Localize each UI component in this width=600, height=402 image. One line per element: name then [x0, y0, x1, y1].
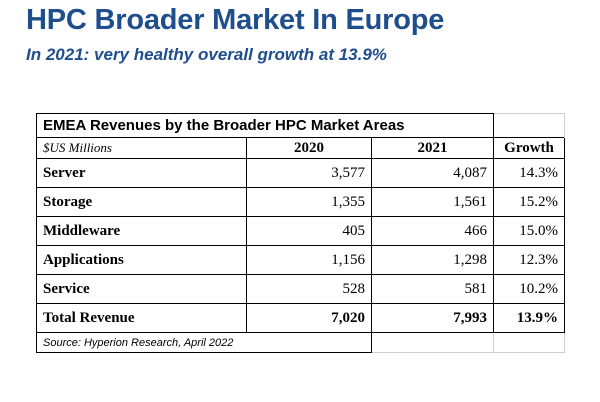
value-growth: 14.3% — [493, 158, 566, 188]
row-label: Applications — [36, 245, 247, 275]
table-row: Storage 1,355 1,561 15.2% — [36, 187, 566, 217]
value-2020: 1,156 — [246, 245, 372, 275]
slide-title: HPC Broader Market In Europe — [26, 4, 445, 36]
slide-subtitle: In 2021: very healthy overall growth at … — [26, 45, 387, 64]
header-2020: 2020 — [246, 137, 372, 159]
table-row: Applications 1,156 1,298 12.3% — [36, 245, 566, 275]
caption-empty-cell — [493, 113, 566, 138]
total-label: Total Revenue — [36, 303, 247, 333]
table-row: Server 3,577 4,087 14.3% — [36, 158, 566, 188]
row-label: Service — [36, 274, 247, 304]
value-2021: 1,561 — [370, 187, 495, 217]
table-caption: EMEA Revenues by the Broader HPC Market … — [35, 113, 495, 138]
source-empty-cell — [371, 332, 495, 353]
value-2020: 528 — [246, 274, 372, 304]
value-growth: 10.2% — [493, 274, 566, 304]
row-label: Storage — [36, 187, 247, 217]
value-2021: 466 — [370, 216, 495, 246]
source-note: Source: Hyperion Research, April 2022 — [36, 332, 372, 353]
total-2021: 7,993 — [370, 303, 495, 333]
table-row: Service 528 581 10.2% — [36, 274, 566, 304]
value-growth: 15.2% — [493, 187, 566, 217]
header-2021: 2021 — [370, 137, 495, 159]
row-label: Server — [36, 158, 247, 188]
header-growth: Growth — [493, 137, 566, 159]
value-2021: 1,298 — [370, 245, 495, 275]
table-header-row: $US Millions 2020 2021 Growth — [36, 137, 566, 159]
revenue-table: EMEA Revenues by the Broader HPC Market … — [35, 113, 566, 353]
value-growth: 12.3% — [493, 245, 566, 275]
value-2020: 405 — [246, 216, 372, 246]
units-label: $US Millions — [36, 137, 247, 159]
total-row: Total Revenue 7,020 7,993 13.9% — [36, 303, 566, 333]
value-growth: 15.0% — [493, 216, 566, 246]
source-row: Source: Hyperion Research, April 2022 — [36, 332, 566, 353]
total-growth: 13.9% — [493, 303, 566, 333]
value-2021: 581 — [370, 274, 495, 304]
row-label: Middleware — [36, 216, 247, 246]
table-row: Middleware 405 466 15.0% — [36, 216, 566, 246]
total-2020: 7,020 — [246, 303, 372, 333]
value-2020: 1,355 — [246, 187, 372, 217]
source-empty-cell — [493, 332, 566, 353]
value-2020: 3,577 — [246, 158, 372, 188]
value-2021: 4,087 — [370, 158, 495, 188]
table-caption-row: EMEA Revenues by the Broader HPC Market … — [35, 113, 566, 138]
